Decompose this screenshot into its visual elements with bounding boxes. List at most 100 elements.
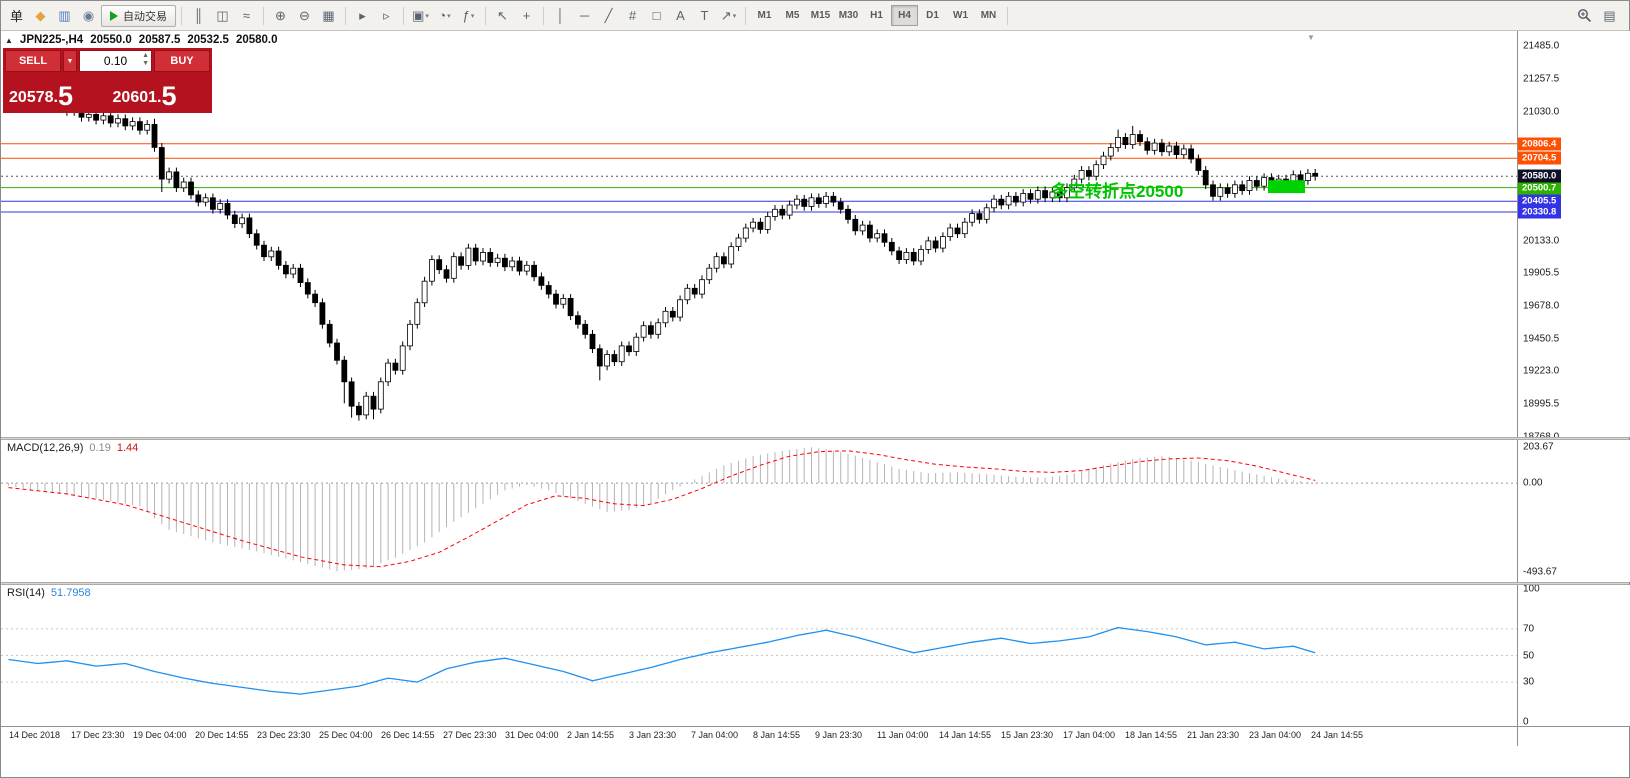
toolbar-separator	[745, 6, 746, 25]
time-axis[interactable]: 14 Dec 2018 17 Dec 23:30 19 Dec 04:00 20 De…	[1, 726, 1629, 746]
sell-price[interactable]: 20578. 5	[5, 74, 77, 111]
hline-price-label: 20704.5	[1518, 151, 1562, 165]
auto-scroll-icon[interactable]: ▸	[351, 5, 374, 27]
vertical-line-icon[interactable]: │	[549, 5, 572, 27]
buy-price[interactable]: 20601. 5	[79, 74, 210, 111]
time-label: 20 Dec 14:55	[195, 730, 249, 740]
volume-down-icon[interactable]: ▼	[142, 60, 149, 67]
shapes-icon[interactable]: □	[645, 5, 668, 27]
crosshair-icon[interactable]: +	[515, 5, 538, 27]
chevron-down-icon: ▾	[447, 12, 451, 20]
zoom-out-icon[interactable]: ⊖	[293, 5, 316, 27]
rsi-tick: 70	[1523, 623, 1535, 635]
time-label: 7 Jan 04:00	[691, 730, 739, 740]
main-chart-panel: ▲ JPN225-,H4 20550.0 20587.5 20532.5 205…	[1, 31, 1630, 437]
arrows-icon[interactable]: ↗ ▾	[717, 5, 740, 27]
volume-stepper[interactable]: ▲ ▼	[142, 52, 149, 68]
order-type-dropdown[interactable]: ▼	[63, 50, 77, 72]
time-label: 17 Dec 23:30	[71, 730, 125, 740]
time-label: 14 Jan 14:55	[939, 730, 992, 740]
volume-up-icon[interactable]: ▲	[142, 52, 149, 59]
toolbar-buttons: 单 ◆ ▥ ◉ 自动交易 ║ ◫ ≈ ⊕ ⊖ ▦ ▸ ▹ ▣ ▾ ◔ ▾ ƒ ▾ ↖ + │ ─ ╱ # □ A T ↗ ▾ M1 M5 M15…	[5, 4, 1012, 27]
toolbar-separator	[345, 6, 346, 25]
rsi-tick: 50	[1523, 650, 1535, 661]
toolbar-separator	[543, 6, 544, 25]
new-order-icon[interactable]: 单	[5, 5, 28, 27]
chart-open: 20550.0	[90, 34, 132, 46]
toolbar-separator	[181, 6, 182, 25]
new-chart-icon[interactable]: ▣ ▾	[409, 5, 432, 27]
rsi-axis[interactable]: 100 70 50 30 0	[1517, 585, 1630, 726]
macd-panel: MACD(12,26,9) 0.19 1.44 203.67 0.00 -493.67	[1, 440, 1630, 582]
price-tick: 18768.0	[1523, 431, 1560, 437]
buy-price-main: 20601.	[112, 89, 162, 106]
rsi-plot[interactable]: RSI(14) 51.7958	[1, 585, 1517, 726]
price-axis[interactable]: 21485.0 21257.5 21030.0 20133.0 19905.5 19678…	[1517, 31, 1630, 437]
toolbar-right: ▤	[1573, 5, 1625, 27]
time-label: 31 Dec 04:00	[505, 730, 559, 740]
volume-input[interactable]: 0.10 ▲ ▼	[79, 50, 152, 72]
candlestick-chart-icon[interactable]: ◫	[211, 5, 234, 27]
autotrading-button[interactable]: 自动交易	[101, 4, 176, 27]
toolbar-separator	[1007, 6, 1008, 25]
macd-plot[interactable]: MACD(12,26,9) 0.19 1.44	[1, 440, 1517, 582]
toolbar-separator	[263, 6, 264, 25]
rsi-name: RSI(14)	[7, 587, 45, 599]
macd-header: MACD(12,26,9) 0.19 1.44	[7, 442, 138, 454]
timeframe-h4[interactable]: H4	[891, 5, 918, 26]
price-chart-plot[interactable]: ▲ JPN225-,H4 20550.0 20587.5 20532.5 205…	[1, 31, 1517, 437]
panel-separator[interactable]	[1, 437, 1629, 440]
time-label: 9 Jan 23:30	[815, 730, 863, 740]
macd-axis[interactable]: 203.67 0.00 -493.67	[1517, 440, 1630, 582]
timeframe-h1[interactable]: H1	[863, 5, 890, 26]
timeframe-m1[interactable]: M1	[751, 5, 778, 26]
tile-windows-icon[interactable]: ▦	[317, 5, 340, 27]
line-chart-icon[interactable]: ≈	[235, 5, 258, 27]
one-click-toggle-icon[interactable]: ▲	[5, 35, 13, 45]
macd-name: MACD(12,26,9)	[7, 442, 84, 454]
chevron-down-icon: ▾	[732, 12, 737, 20]
macd-tick: 203.67	[1523, 441, 1554, 452]
volume-value: 0.10	[103, 54, 128, 68]
time-label: 25 Dec 04:00	[319, 730, 373, 740]
text-label-icon[interactable]: T	[693, 5, 716, 27]
zoom-in-icon[interactable]: ⊕	[269, 5, 292, 27]
text-icon[interactable]: A	[669, 5, 692, 27]
bid-price-label: 20580.0	[1518, 169, 1562, 183]
timeframe-d1[interactable]: D1	[919, 5, 946, 26]
timeframe-mn[interactable]: MN	[975, 5, 1002, 26]
buy-price-big: 5	[161, 81, 177, 111]
market-watch-icon[interactable]: ◆	[29, 5, 52, 27]
chart-close: 20580.0	[235, 34, 278, 46]
chart-shift-icon[interactable]: ▹	[375, 5, 398, 27]
time-label: 18 Jan 14:55	[1125, 730, 1178, 740]
indicators-icon[interactable]: ƒ ▾	[457, 5, 480, 27]
profiles-icon[interactable]: ◔ ▾	[433, 5, 456, 27]
macd-canvas[interactable]	[1, 440, 1517, 582]
sell-price-main: 20578.	[9, 89, 58, 106]
buy-button[interactable]: BUY	[154, 50, 210, 72]
time-label: 23 Dec 23:30	[257, 730, 311, 740]
trendline-icon[interactable]: ╱	[597, 5, 620, 27]
layout-icon[interactable]: ▤	[1598, 5, 1621, 27]
cursor-icon[interactable]: ↖	[491, 5, 514, 27]
chart-shift-marker-icon[interactable]: ▼	[1307, 33, 1315, 42]
timeframe-m5[interactable]: M5	[779, 5, 806, 26]
time-axis-corner	[1517, 727, 1630, 746]
price-tick: 21030.0	[1523, 106, 1560, 117]
bottom-space	[1, 746, 1629, 777]
search-icon[interactable]	[1573, 5, 1596, 27]
timeframe-w1[interactable]: W1	[947, 5, 974, 26]
sell-price-big: 5	[57, 81, 73, 111]
fibonacci-icon[interactable]: #	[621, 5, 644, 27]
candlestick-canvas[interactable]	[1, 31, 1517, 437]
rsi-canvas[interactable]	[1, 585, 1517, 726]
terminal-icon[interactable]: ◉	[77, 5, 100, 27]
sell-button[interactable]: SELL	[5, 50, 61, 72]
navigator-icon[interactable]: ▥	[53, 5, 76, 27]
timeframe-m30[interactable]: M30	[835, 5, 862, 26]
timeframe-m15[interactable]: M15	[807, 5, 834, 26]
horizontal-line-icon[interactable]: ─	[573, 5, 596, 27]
panel-separator[interactable]	[1, 582, 1629, 585]
bar-chart-icon[interactable]: ║	[187, 5, 210, 27]
